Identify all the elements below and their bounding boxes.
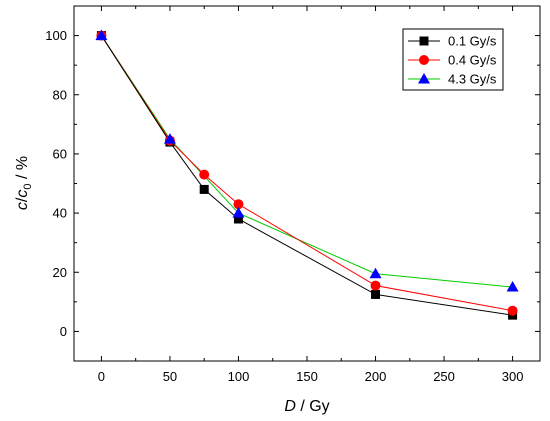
y-tick-label: 0: [60, 324, 67, 339]
y-tick-label: 40: [53, 206, 67, 221]
data-point-series-2: [507, 305, 518, 316]
series-line-1: [100, 35, 513, 316]
y-axis-title: c/c0 / %: [14, 156, 34, 210]
x-axis-title-italic: D: [284, 398, 296, 415]
x-axis-ticks: 0 50 100 150 200 250 300: [98, 6, 524, 384]
legend-label: 0.4 Gy/s: [448, 53, 497, 68]
data-point-series-2: [370, 280, 381, 291]
series-markers: [95, 29, 519, 320]
y-tick-label: 80: [53, 87, 67, 102]
y-axis-title-subscript: 0: [22, 183, 34, 189]
legend-marker: [418, 73, 430, 84]
y-tick-label: 100: [45, 28, 67, 43]
data-point-series-2: [233, 199, 244, 210]
legend-marker: [419, 55, 429, 65]
y-tick-label: 60: [53, 146, 67, 161]
x-tick-label: 250: [433, 369, 455, 384]
x-tick-label: 50: [163, 369, 177, 384]
y-axis-title-c: c: [14, 202, 31, 210]
data-point-series-3: [95, 29, 108, 41]
y-axis-title-slash: /: [14, 197, 31, 202]
x-tick-label: 150: [296, 369, 318, 384]
x-tick-label: 100: [228, 369, 250, 384]
y-axis-title-c0: c: [14, 190, 31, 198]
x-axis-title-unit: / Gy: [296, 398, 330, 415]
y-tick-label: 20: [53, 265, 67, 280]
data-point-series-3: [369, 267, 382, 279]
x-axis-title: D / Gy: [284, 398, 329, 415]
legend-marker: [419, 36, 429, 46]
y-axis-title-unit: / %: [14, 156, 31, 184]
data-point-series-3: [232, 207, 245, 218]
data-point-series-3: [163, 133, 176, 144]
series-line-2: [100, 35, 513, 312]
x-tick-label: 200: [365, 369, 387, 384]
data-point-series-3: [506, 281, 519, 292]
x-tick-label: 300: [502, 369, 524, 384]
data-point-series-1: [371, 289, 381, 299]
legend-label: 4.3 Gy/s: [448, 72, 497, 87]
legend-label: 0.1 Gy/s: [448, 34, 497, 49]
x-tick-label: 0: [98, 369, 105, 384]
y-axis-ticks: 0 20 40 60 80 100: [45, 5, 540, 362]
data-point-series-1: [199, 184, 209, 194]
data-point-series-2: [199, 169, 210, 180]
data-point-series-1: [233, 214, 243, 224]
legend: 0.1 Gy/s 0.4 Gy/s 4.3 Gy/s: [402, 28, 504, 91]
